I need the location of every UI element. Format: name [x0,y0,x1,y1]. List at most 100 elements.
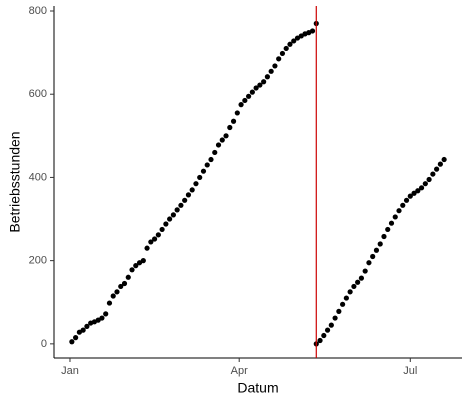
point [103,311,109,317]
point [197,174,203,181]
point [257,82,263,88]
point [155,232,161,238]
point [223,133,229,139]
x-tick-label: Jan [61,365,79,377]
point [324,327,331,333]
point [287,41,293,47]
point [261,79,267,85]
point [426,176,432,183]
y-tick-label: 0 [41,338,47,350]
point [110,293,116,299]
point [234,110,240,116]
point [99,315,105,321]
point [242,97,248,104]
point [441,156,447,163]
point [392,214,398,220]
x-tick-label: Apr [231,365,248,377]
point [185,192,192,198]
point [114,289,120,295]
point [385,226,391,233]
point [434,166,440,172]
point [189,187,195,193]
point [178,202,184,208]
point [106,300,113,306]
y-tick-label: 400 [29,171,47,183]
point [340,301,346,307]
point [200,168,207,174]
point [73,335,79,341]
x-tick-label: Jul [403,365,417,377]
point [253,85,259,91]
point [276,56,282,62]
point [268,68,274,74]
point [370,253,376,260]
point [230,118,237,124]
point [347,289,353,295]
point [415,188,421,194]
point [430,171,436,177]
x-axis-title: Datum [237,380,278,396]
point [121,280,128,287]
point [317,337,323,344]
point [144,245,150,251]
point [377,241,383,247]
point [332,315,338,321]
point [133,263,139,269]
point [170,212,176,218]
point [283,45,289,52]
point [400,202,406,208]
point [407,193,413,199]
point [219,137,225,143]
point [148,239,154,245]
point [321,332,327,339]
point [204,162,210,168]
point [309,28,316,34]
point [69,339,75,345]
point [381,233,387,240]
point [249,89,255,95]
point [151,236,158,242]
point [125,274,131,280]
point [129,267,135,273]
point [264,74,271,80]
y-tick-label: 800 [29,5,47,17]
point [366,260,372,266]
point [373,247,380,253]
point [358,275,365,281]
point [245,93,252,99]
point [279,50,286,57]
point [208,156,214,163]
point [343,295,349,301]
point [84,323,90,329]
point [403,197,410,203]
point [215,142,222,148]
point [118,283,124,290]
point [291,38,297,44]
point [362,268,368,274]
point [238,102,244,108]
point [163,221,169,227]
point [80,327,86,333]
point [227,124,233,131]
point [437,161,443,167]
point [422,181,428,187]
y-axis-title: Betriebsstunden [7,131,23,232]
point [418,185,425,191]
point [272,63,278,69]
point [328,322,334,328]
point [212,149,218,156]
point [167,216,173,222]
point [388,220,395,226]
point [159,226,165,233]
point [351,283,357,290]
y-tick-label: 600 [29,88,47,100]
point [193,181,199,187]
point [140,258,146,264]
point [174,207,180,213]
y-tick-label: 200 [29,255,47,267]
point [396,208,402,214]
point [336,308,342,314]
point [355,279,361,285]
